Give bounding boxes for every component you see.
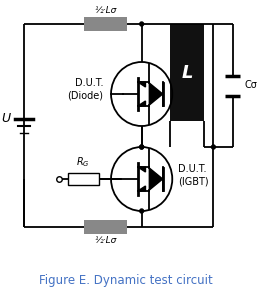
Polygon shape xyxy=(149,83,163,105)
Circle shape xyxy=(140,145,143,149)
Text: D.U.T.
(IGBT): D.U.T. (IGBT) xyxy=(178,164,209,186)
Text: U: U xyxy=(2,112,11,125)
Polygon shape xyxy=(149,168,163,190)
Text: D.U.T.
(Diode): D.U.T. (Diode) xyxy=(67,78,103,100)
Circle shape xyxy=(140,145,143,149)
Circle shape xyxy=(212,145,215,149)
Text: Cσ: Cσ xyxy=(244,80,257,91)
Polygon shape xyxy=(138,101,146,106)
Bar xyxy=(84,220,127,234)
Circle shape xyxy=(140,209,143,213)
Circle shape xyxy=(140,22,143,26)
Text: Figure E. Dynamic test circuit: Figure E. Dynamic test circuit xyxy=(39,274,213,287)
Text: L: L xyxy=(181,63,193,82)
Bar xyxy=(68,173,99,185)
Text: $R_G$: $R_G$ xyxy=(76,155,90,169)
Polygon shape xyxy=(138,167,146,172)
Bar xyxy=(170,24,204,121)
Polygon shape xyxy=(138,186,146,191)
Text: ½·Lσ: ½·Lσ xyxy=(95,6,117,15)
Text: ½·Lσ: ½·Lσ xyxy=(95,236,117,245)
Polygon shape xyxy=(138,82,146,87)
Bar xyxy=(84,17,127,31)
